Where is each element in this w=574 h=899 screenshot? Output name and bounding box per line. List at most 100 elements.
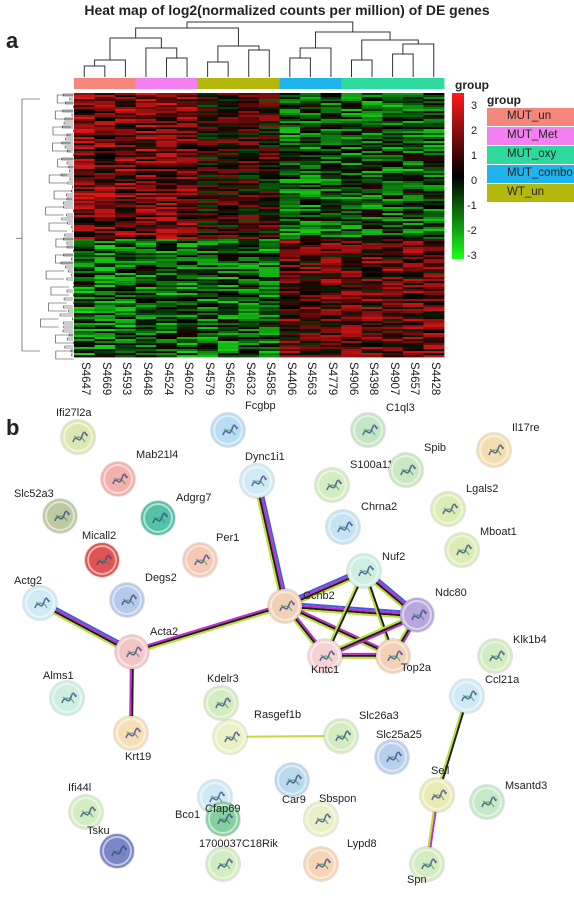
heatmap-cell xyxy=(197,337,219,340)
heatmap-cell xyxy=(238,107,260,110)
heatmap-cell xyxy=(300,95,322,98)
heatmap-cell xyxy=(156,135,178,138)
heatmap-cell xyxy=(217,345,239,348)
protein-node[interactable] xyxy=(101,462,135,497)
protein-node-label: Rasgef1b xyxy=(254,708,302,721)
heatmap-cell xyxy=(176,183,198,186)
protein-node[interactable] xyxy=(470,784,504,819)
group-bar-cell xyxy=(238,78,260,89)
heatmap-cell xyxy=(197,207,219,210)
protein-node[interactable] xyxy=(275,763,309,798)
protein-node[interactable] xyxy=(69,794,103,829)
protein-node[interactable] xyxy=(478,638,512,673)
heatmap-cell xyxy=(94,333,116,336)
heatmap-cell xyxy=(402,167,424,170)
protein-node[interactable] xyxy=(400,598,434,633)
protein-node[interactable] xyxy=(206,801,240,836)
protein-node[interactable] xyxy=(420,778,454,813)
heatmap-cell xyxy=(176,347,198,350)
protein-node[interactable] xyxy=(211,412,245,447)
heatmap-cell xyxy=(135,283,157,286)
protein-node[interactable] xyxy=(204,686,238,721)
heatmap-cell xyxy=(279,333,301,336)
protein-node[interactable] xyxy=(100,834,134,869)
heatmap-cell xyxy=(382,93,404,96)
heatmap-cell xyxy=(238,191,260,194)
heatmap-cell xyxy=(217,301,239,304)
protein-node[interactable] xyxy=(110,582,144,617)
heatmap-cell xyxy=(382,227,404,230)
protein-node[interactable] xyxy=(324,718,358,753)
protein-node[interactable] xyxy=(450,679,484,714)
protein-node[interactable] xyxy=(477,432,511,467)
protein-node[interactable] xyxy=(85,543,119,578)
protein-node[interactable] xyxy=(23,585,57,620)
protein-node[interactable] xyxy=(375,739,409,774)
protein-node[interactable] xyxy=(315,468,349,503)
heatmap-cell xyxy=(74,299,95,302)
heatmap-cell xyxy=(320,147,342,150)
protein-node[interactable] xyxy=(347,554,381,589)
protein-node[interactable] xyxy=(410,847,444,882)
heatmap-cell xyxy=(94,237,116,240)
heatmap-cell xyxy=(423,175,445,178)
protein-node[interactable] xyxy=(308,638,342,673)
network-edge xyxy=(256,480,287,606)
protein-node[interactable] xyxy=(141,500,175,535)
protein-node[interactable] xyxy=(445,533,479,568)
protein-node[interactable] xyxy=(206,847,240,882)
protein-node[interactable] xyxy=(268,588,302,623)
protein-node[interactable] xyxy=(61,419,95,454)
heatmap-cell xyxy=(341,129,363,132)
protein-node[interactable] xyxy=(213,719,247,754)
heatmap-cell xyxy=(176,177,198,180)
protein-node[interactable] xyxy=(240,464,274,499)
heatmap-cell xyxy=(156,285,178,288)
heatmap-cell xyxy=(94,307,116,310)
heatmap-cell xyxy=(279,187,301,190)
heatmap-cell xyxy=(382,133,404,136)
heatmap-cell xyxy=(135,217,157,220)
heatmap-cell xyxy=(423,281,445,284)
heatmap-cell xyxy=(115,99,137,102)
protein-node[interactable] xyxy=(351,412,385,447)
protein-node[interactable] xyxy=(43,498,77,533)
heatmap-cell xyxy=(135,117,157,120)
heatmap-cell xyxy=(279,329,301,332)
protein-node[interactable] xyxy=(389,453,423,488)
protein-node[interactable] xyxy=(115,634,149,669)
heatmap-cell xyxy=(402,95,424,98)
heatmap-cell xyxy=(176,251,198,254)
heatmap-cell xyxy=(423,153,445,156)
protein-node[interactable] xyxy=(114,715,148,750)
protein-node[interactable] xyxy=(431,491,465,526)
protein-node[interactable] xyxy=(304,847,338,882)
heatmap-cell xyxy=(238,165,260,168)
heatmap-cell xyxy=(238,331,260,334)
heatmap-cell xyxy=(259,339,280,342)
heatmap-cell xyxy=(382,229,404,232)
heatmap-cell xyxy=(382,107,404,110)
heatmap-cell xyxy=(259,123,280,126)
heatmap-cell xyxy=(300,355,322,358)
heatmap-cell xyxy=(320,343,342,346)
protein-node[interactable] xyxy=(326,509,360,544)
protein-node-label: Acta2 xyxy=(150,625,179,638)
heatmap-cell xyxy=(300,279,322,282)
heatmap-cell xyxy=(74,341,95,344)
heatmap-cell xyxy=(238,137,260,140)
heatmap-cell xyxy=(238,325,260,328)
heatmap-cell xyxy=(156,343,178,346)
heatmap-cell xyxy=(361,259,383,262)
heatmap-cell xyxy=(382,263,404,266)
protein-node[interactable] xyxy=(376,638,410,673)
heatmap-cell xyxy=(279,201,301,204)
heatmap-cell xyxy=(197,123,219,126)
heatmap-cell xyxy=(423,149,445,152)
heatmap-cell xyxy=(259,121,280,124)
protein-node[interactable] xyxy=(50,681,84,716)
heatmap-cell xyxy=(176,317,198,320)
protein-node[interactable] xyxy=(183,543,217,578)
heatmap-cell xyxy=(94,197,116,200)
protein-node[interactable] xyxy=(304,801,338,836)
